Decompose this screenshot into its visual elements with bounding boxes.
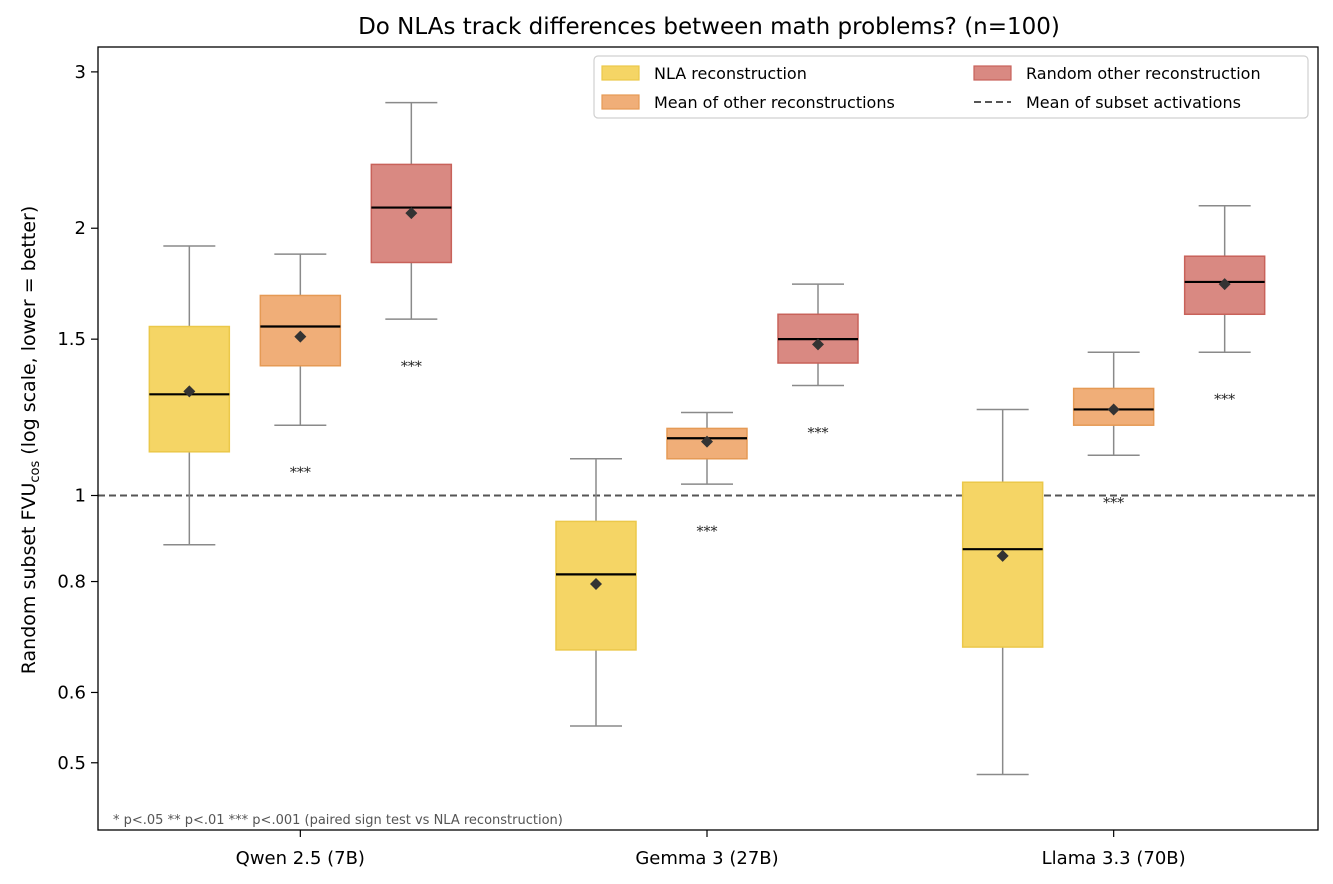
svg-text:Random subset FVUcos (log sca: Random subset FVUcos (log scale, lower =… bbox=[18, 206, 43, 675]
legend-label-mean-of-other-reconstructions: Mean of other reconstructions bbox=[654, 93, 895, 112]
x-tick-label: Qwen 2.5 (7B) bbox=[236, 848, 365, 869]
legend-label-random-other-reconstruction: Random other reconstruction bbox=[1026, 64, 1261, 83]
mean-marker-nla-reconstruction bbox=[590, 577, 602, 590]
mean-marker-mean-of-other-reconstructions bbox=[294, 330, 307, 343]
y-tick-label: 2 bbox=[75, 218, 86, 239]
y-axis-label-main: Random subset FVU bbox=[18, 483, 40, 675]
legend-label-reference-line: Mean of subset activations bbox=[1026, 93, 1241, 112]
y-tick-label: 3 bbox=[75, 62, 86, 83]
mean-marker-random-other-reconstruction bbox=[405, 207, 418, 220]
mean-marker-random-other-reconstruction bbox=[1218, 278, 1231, 291]
box-nla-reconstruction bbox=[961, 481, 1044, 648]
legend-box bbox=[593, 55, 1309, 119]
y-tick-label: 0.8 bbox=[57, 572, 86, 593]
significance-footnote: * p<.05 ** p<.01 *** p<.001 (paired sign… bbox=[113, 813, 563, 828]
legend-label-nla-reconstruction: NLA reconstruction bbox=[654, 64, 807, 83]
y-tick-label: 1.5 bbox=[57, 329, 86, 350]
plot-area: *** *** *** *** *** *** 0.5 0.6 0.8 1 1.5 2 3 Qwen 2.… bbox=[57, 46, 1319, 869]
y-tick-label: 1 bbox=[75, 485, 86, 506]
y-tick-label: 0.5 bbox=[57, 753, 86, 774]
significance-label-random-other-reconstruction: *** bbox=[401, 359, 422, 375]
mean-marker-nla-reconstruction bbox=[996, 549, 1009, 562]
legend-swatch-mean-of-other-reconstructions bbox=[601, 94, 640, 110]
x-tick-label: Llama 3.3 (70B) bbox=[1042, 848, 1186, 869]
y-axis-label-suffix: (log scale, lower = better) bbox=[18, 206, 40, 461]
mean-marker-random-other-reconstruction bbox=[812, 338, 824, 351]
mean-marker-nla-reconstruction bbox=[183, 385, 196, 398]
significance-label-random-other-reconstruction: *** bbox=[1214, 392, 1235, 408]
significance-label-mean-of-other-reconstructions: *** bbox=[697, 524, 718, 540]
significance-label-random-other-reconstruction: *** bbox=[808, 426, 829, 442]
y-axis-label-subscript: cos bbox=[28, 461, 43, 483]
significance-label-mean-of-other-reconstructions: *** bbox=[290, 465, 311, 481]
chart-title: Do NLAs track differences between math p… bbox=[358, 14, 1060, 40]
x-tick-label: Gemma 3 (27B) bbox=[635, 848, 778, 869]
y-tick-label: 0.6 bbox=[57, 682, 86, 703]
axes-frame bbox=[97, 46, 1319, 831]
y-axis-label: Random subset FVUcos (log scale, lower =… bbox=[18, 206, 43, 675]
legend-swatch-random-other-reconstruction bbox=[973, 65, 1012, 81]
mean-marker-mean-of-other-reconstructions bbox=[1107, 403, 1120, 416]
mean-marker-mean-of-other-reconstructions bbox=[701, 435, 713, 448]
legend-swatch-nla-reconstruction bbox=[601, 65, 640, 81]
significance-label-mean-of-other-reconstructions: *** bbox=[1103, 495, 1124, 511]
